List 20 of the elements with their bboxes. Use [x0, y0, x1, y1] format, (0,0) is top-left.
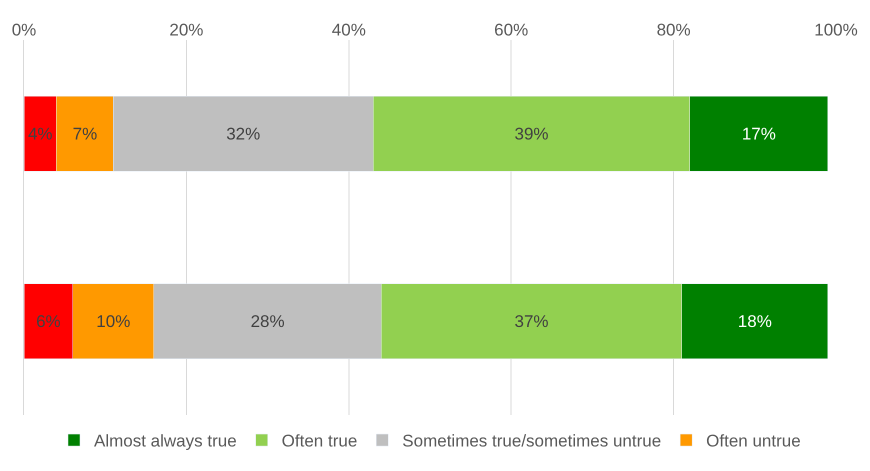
legend-label: Often untrue: [706, 432, 801, 451]
legend-label: Almost always true: [94, 432, 237, 451]
x-tick-label: 60%: [494, 20, 528, 40]
data-label: 6%: [36, 312, 61, 331]
data-label: 7%: [72, 124, 98, 144]
data-label: 10%: [96, 312, 130, 331]
data-label: 39%: [514, 124, 549, 144]
data-label: 32%: [226, 124, 260, 144]
x-tick-label: 100%: [814, 20, 858, 40]
data-label: 4%: [28, 124, 53, 144]
x-tick-label: 0%: [12, 20, 36, 40]
x-tick-label: 80%: [656, 20, 691, 40]
data-label: 17%: [742, 124, 776, 144]
data-label: 37%: [514, 312, 549, 331]
x-tick-label: 40%: [332, 20, 366, 40]
legend-label: Sometimes true/sometimes untrue: [402, 432, 662, 451]
data-label: 18%: [738, 312, 772, 331]
x-tick-label: 20%: [169, 20, 204, 40]
data-label: 28%: [250, 312, 285, 331]
legend-label: Often true: [282, 432, 358, 451]
